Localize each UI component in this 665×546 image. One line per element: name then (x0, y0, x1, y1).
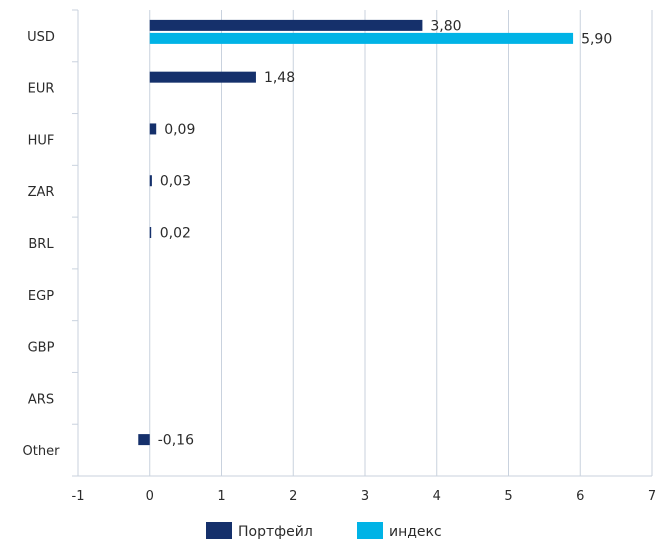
category-label: EGP (28, 289, 54, 304)
bar (150, 72, 256, 83)
data-label: 0,02 (160, 226, 191, 242)
x-tick-label: -1 (72, 489, 85, 504)
bar (150, 175, 152, 186)
category-label: ZAR (28, 185, 55, 200)
category-label: GBP (28, 341, 55, 356)
x-tick-label: 5 (504, 489, 512, 504)
bar (150, 33, 573, 44)
x-tick-label: 3 (361, 489, 369, 504)
category-label: EUR (28, 82, 55, 97)
data-label: -0,16 (158, 433, 194, 449)
category-labels: USD EUR HUF ZAR BRL EGP GBP ARS Other (23, 30, 61, 459)
bars (138, 20, 573, 445)
category-label: HUF (28, 133, 55, 148)
bar (150, 227, 151, 238)
x-tick-label: 1 (217, 489, 225, 504)
bar (138, 434, 149, 445)
legend-label-portfolio: Портфейл (238, 524, 313, 540)
category-label: USD (27, 30, 55, 45)
category-label: Other (23, 444, 61, 459)
legend-swatch-portfolio (206, 522, 232, 539)
data-label: 5,90 (581, 31, 612, 47)
x-tick-label: 6 (576, 489, 584, 504)
x-tick-label: 7 (648, 489, 656, 504)
x-tick-label: 2 (289, 489, 297, 504)
x-tick-label: 0 (146, 489, 154, 504)
x-tick-labels: -1 0 1 2 3 4 5 6 7 (72, 489, 657, 504)
data-label: 0,09 (164, 122, 195, 138)
data-label: 1,48 (264, 70, 295, 86)
legend: Портфейл индекс (206, 522, 442, 540)
data-labels: 3,80 1,48 0,09 0,03 0,02 -0,16 5,90 (158, 18, 612, 448)
legend-label-index: индекс (389, 524, 442, 540)
bar (150, 123, 156, 134)
category-label: ARS (28, 392, 54, 407)
data-label: 0,03 (160, 174, 191, 190)
legend-swatch-index (357, 522, 383, 539)
bar (150, 20, 423, 31)
data-label: 3,80 (430, 18, 461, 34)
x-tick-label: 4 (433, 489, 441, 504)
category-label: BRL (28, 237, 54, 252)
